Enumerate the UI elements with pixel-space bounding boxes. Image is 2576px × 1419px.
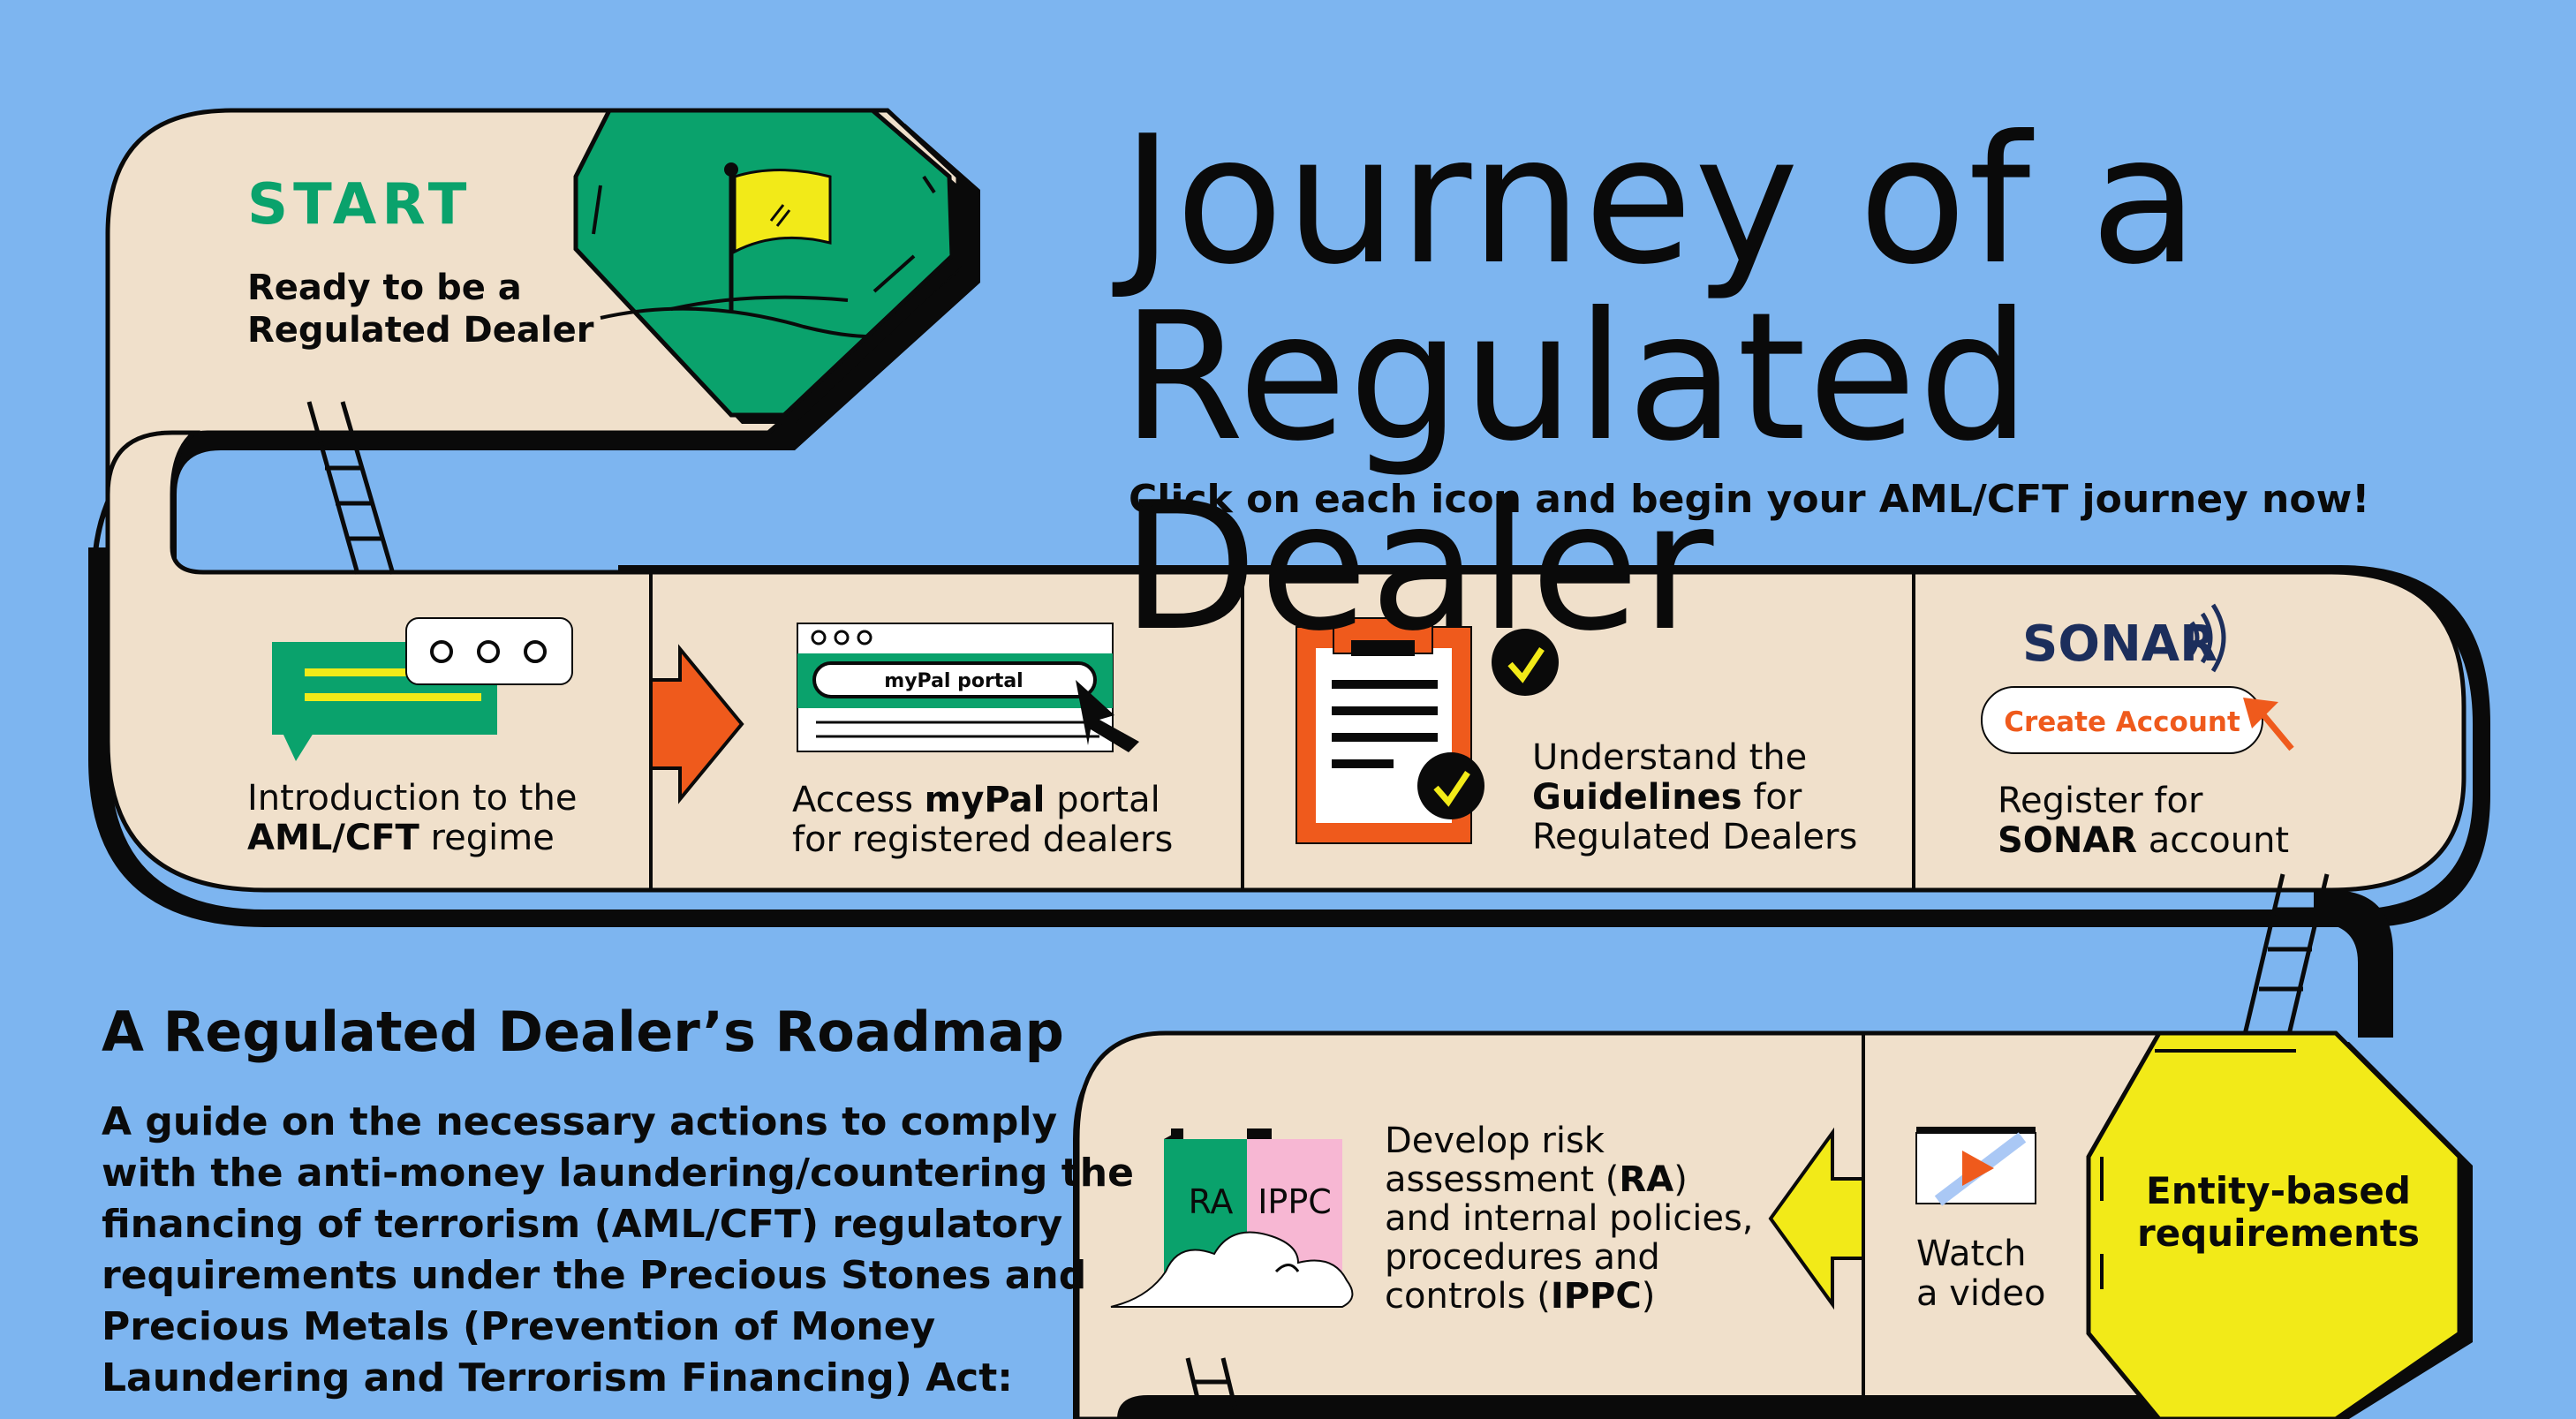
clipboard-checklist-icon[interactable]: [1296, 617, 1559, 844]
entity-requirements-text: Entity-based requirements: [2106, 1170, 2451, 1255]
roadmap-line: financing of terrorism (AML/CFT) regulat…: [102, 1202, 1063, 1247]
ra-line2-pre: assessment (: [1385, 1159, 1620, 1200]
step-intro-line1: Introduction to the: [247, 778, 578, 819]
step-intro-bold: AML/CFT: [247, 818, 419, 858]
entity-line1: Entity-based: [2146, 1169, 2411, 1212]
watch-video-line1: Watch: [1916, 1234, 2027, 1274]
page-title-line1: Journey of a: [1122, 98, 2201, 304]
roadmap-line: Precious Metals (Prevention of Money: [102, 1304, 936, 1349]
roadmap-line: A guide on the necessary actions to comp…: [102, 1099, 1058, 1144]
step-guidelines-post: for: [1741, 777, 1802, 818]
entity-stop-sign-icon[interactable]: [2086, 1030, 2473, 1419]
video-player-icon[interactable]: [1915, 1127, 2036, 1206]
step-sonar-line1: Register for: [1998, 781, 2203, 821]
step-guidelines-line3: Regulated Dealers: [1532, 817, 1858, 857]
step-guidelines-text: Understand the Guidelines for Regulated …: [1532, 738, 1857, 857]
entity-line2: requirements: [2137, 1211, 2420, 1255]
roadmap-heading: A Regulated Dealer’s Roadmap: [102, 1000, 1064, 1064]
arrow-left-icon: [1768, 1127, 1865, 1310]
step-mypal-post: portal: [1045, 780, 1160, 820]
step-sonar-post: account: [2137, 820, 2290, 861]
roadmap-description: A guide on the necessary actions to comp…: [102, 1097, 1134, 1404]
roadmap-line: with the anti-money laundering/counterin…: [102, 1151, 1134, 1196]
doc-ippc-label: IPPC: [1258, 1182, 1332, 1221]
step-mypal-text: Access myPal portal for registered deale…: [792, 781, 1173, 860]
ra-line5: controls (IPPC): [1385, 1277, 1754, 1316]
step-mypal-pre: Access: [792, 780, 925, 820]
portal-label: myPal portal: [884, 670, 1023, 692]
ippc-bold: IPPC: [1550, 1276, 1642, 1317]
step-sonar-bold: SONAR: [1998, 820, 2138, 861]
step-guidelines-line1: Understand the: [1532, 737, 1808, 778]
sonar-logo-text: SONAR: [2022, 615, 2217, 673]
step-intro-post: regime: [419, 818, 555, 858]
ra-line3: and internal policies,: [1385, 1198, 1754, 1239]
step-mypal-bold: myPal: [924, 780, 1046, 820]
roadmap-line: Laundering and Terrorism Financing) Act:: [102, 1355, 1013, 1400]
documents-ra-ippc-icon[interactable]: RA IPPC: [1110, 1128, 1354, 1308]
step-intro-text: Introduction to the AML/CFT regime: [247, 779, 577, 858]
step-intro-line2: AML/CFT regime: [247, 819, 577, 858]
watch-video-text: Watch a video: [1916, 1234, 2045, 1314]
step-mypal-line1: Access myPal portal: [792, 781, 1173, 820]
start-desc-line1: Ready to be a: [247, 268, 522, 308]
start-desc-line2: Regulated Dealer: [247, 310, 594, 351]
roadmap-line: requirements under the Precious Stones a…: [102, 1253, 1087, 1298]
ladder-top: [306, 401, 396, 575]
ladder-bottom: [1185, 1357, 1239, 1414]
ra-bold: RA: [1619, 1159, 1674, 1200]
arrow-right-icon: [649, 644, 744, 804]
ladder-right: [2240, 873, 2330, 1043]
browser-window-icon[interactable]: myPal portal: [797, 623, 1139, 752]
step-guidelines-line2: Guidelines for: [1532, 778, 1857, 818]
start-label: START: [247, 172, 472, 238]
step-mypal-line2: for registered dealers: [792, 819, 1174, 860]
doc-ra-label: RA: [1189, 1182, 1234, 1221]
ra-line1: Develop risk: [1385, 1121, 1605, 1161]
step-ra-ippc-text: Develop risk assessment (RA) and interna…: [1385, 1121, 1754, 1316]
step-guidelines-bold: Guidelines: [1532, 777, 1742, 818]
start-flag-icon[interactable]: [573, 108, 963, 424]
ra-line2: assessment (RA): [1385, 1160, 1754, 1199]
sonar-logo-icon[interactable]: SONAR: [2022, 603, 2226, 673]
ra-line5-post: ): [1641, 1276, 1656, 1317]
ra-line4: procedures and: [1385, 1237, 1660, 1278]
page-title-line2: Regulated Dealer: [1122, 275, 2033, 670]
step-sonar-text: Register for SONAR account: [1998, 781, 2289, 861]
chat-bubble-icon[interactable]: [272, 617, 573, 761]
page-subtitle: Click on each icon and begin your AML/CF…: [1129, 477, 2370, 522]
step-sonar-line2: SONAR account: [1998, 821, 2289, 861]
create-account-button[interactable]: Create Account: [1981, 686, 2294, 754]
ra-line5-pre: controls (: [1385, 1276, 1551, 1317]
ra-line2-post: ): [1673, 1159, 1688, 1200]
watch-video-line2: a video: [1916, 1273, 2046, 1314]
create-account-label: Create Account: [2004, 706, 2240, 738]
